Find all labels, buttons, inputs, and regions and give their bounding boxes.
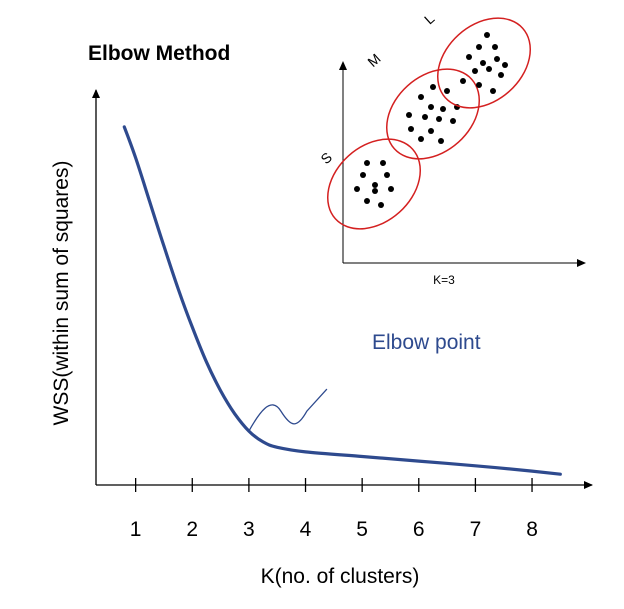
cluster-point xyxy=(502,62,508,68)
cluster-point xyxy=(418,94,424,100)
cluster-point xyxy=(428,128,434,134)
cluster-point xyxy=(476,82,482,88)
cluster-point xyxy=(472,68,478,74)
x-tick-label: 2 xyxy=(186,518,198,541)
cluster-point xyxy=(450,118,456,124)
cluster-point xyxy=(440,106,446,112)
cluster-point xyxy=(360,172,366,178)
cluster-point xyxy=(486,66,492,72)
x-tick-label: 4 xyxy=(300,518,312,541)
cluster-point xyxy=(378,202,384,208)
cluster-label: M xyxy=(364,50,383,70)
x-ticks xyxy=(134,478,533,492)
x-tick-label: 5 xyxy=(356,518,368,541)
cluster-point xyxy=(460,78,466,84)
inset-caption: K=3 xyxy=(433,273,455,287)
cluster-point xyxy=(476,44,482,50)
cluster-label: S xyxy=(317,149,335,167)
cluster-label: L xyxy=(421,10,438,27)
cluster-point xyxy=(406,112,412,118)
cluster-point xyxy=(372,182,378,188)
cluster-point xyxy=(438,138,444,144)
cluster-point xyxy=(498,72,504,78)
x-tick-label: 3 xyxy=(243,518,255,541)
cluster-point xyxy=(428,104,434,110)
cluster-point xyxy=(364,160,370,166)
cluster-point xyxy=(388,186,394,192)
cluster-ellipse xyxy=(436,17,532,109)
series-line xyxy=(122,125,562,476)
elbow-pointer xyxy=(248,388,328,432)
cluster-point xyxy=(484,32,490,38)
cluster-point xyxy=(444,88,450,94)
cluster-point xyxy=(490,88,496,94)
cluster-point xyxy=(384,172,390,178)
cluster-point xyxy=(408,126,414,132)
x-axis-label: K(no. of clusters) xyxy=(261,565,420,588)
cluster-point xyxy=(466,54,472,60)
cluster-point xyxy=(418,136,424,142)
cluster-point xyxy=(422,114,428,120)
cluster-point xyxy=(492,44,498,50)
y-axis-label: WSS(within sum of squares) xyxy=(50,161,73,426)
x-tick-label: 8 xyxy=(526,518,538,541)
cluster-point xyxy=(354,186,360,192)
x-tick-label: 7 xyxy=(470,518,482,541)
chart-title: Elbow Method xyxy=(88,42,230,65)
cluster-point xyxy=(380,160,386,166)
cluster-ellipse xyxy=(385,68,481,160)
cluster-ellipse xyxy=(326,138,422,230)
x-tick-label: 6 xyxy=(413,518,425,541)
elbow-point-label: Elbow point xyxy=(372,331,481,354)
inset-cluster-plot: K=3 S M L xyxy=(317,10,586,287)
cluster-point xyxy=(436,116,442,122)
cluster-point xyxy=(364,198,370,204)
cluster-point xyxy=(494,56,500,62)
x-tick-label: 1 xyxy=(130,518,142,541)
cluster-point xyxy=(480,60,486,66)
cluster-point xyxy=(372,188,378,194)
cluster-point xyxy=(430,84,436,90)
x-tick-labels: 1 2 3 4 5 6 7 8 xyxy=(130,518,538,541)
